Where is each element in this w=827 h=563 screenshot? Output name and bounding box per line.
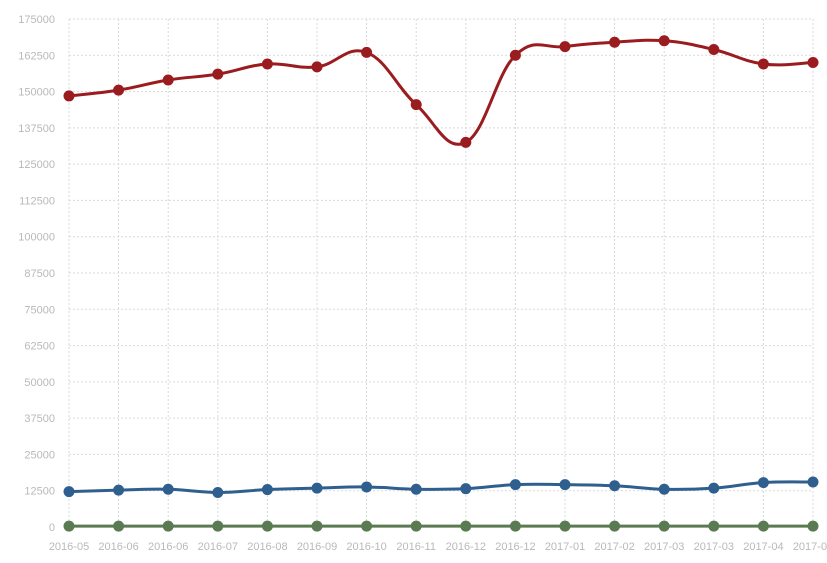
data-point[interactable] [509, 49, 521, 61]
data-point[interactable] [113, 484, 125, 496]
data-point[interactable] [311, 482, 323, 494]
x-tick-label: 2017-04 [793, 541, 827, 553]
data-point[interactable] [708, 520, 720, 532]
data-point[interactable] [609, 520, 621, 532]
series-line [67, 38, 815, 146]
y-tick-label: 150000 [18, 87, 55, 99]
data-point[interactable] [460, 136, 472, 148]
y-tick-label: 162500 [18, 50, 55, 62]
series-3 [63, 520, 819, 532]
x-tick-label: 2017-02 [594, 541, 634, 553]
data-point[interactable] [113, 84, 125, 96]
x-tick-label: 2017-03 [644, 541, 684, 553]
y-tick-label: 100000 [18, 232, 55, 244]
data-point[interactable] [658, 483, 670, 495]
data-point[interactable] [757, 58, 769, 70]
data-point[interactable] [361, 46, 373, 58]
x-tick-label: 2016-08 [247, 541, 287, 553]
data-point[interactable] [658, 520, 670, 532]
data-point[interactable] [63, 90, 75, 102]
data-point[interactable] [361, 481, 373, 493]
data-point[interactable] [212, 68, 224, 80]
data-point[interactable] [559, 479, 571, 491]
data-point[interactable] [807, 476, 819, 488]
y-tick-label: 75000 [24, 304, 55, 316]
x-tick-label: 2016-05 [49, 541, 89, 553]
data-point[interactable] [509, 479, 521, 491]
y-tick-label: 175000 [18, 14, 55, 26]
data-point[interactable] [212, 486, 224, 498]
data-point[interactable] [261, 58, 273, 70]
data-point[interactable] [509, 520, 521, 532]
data-point[interactable] [708, 482, 720, 494]
series-1 [63, 35, 819, 148]
x-tick-label: 2016-09 [297, 541, 337, 553]
x-tick-label: 2016-07 [198, 541, 238, 553]
y-tick-label: 112500 [19, 195, 55, 207]
x-tick-label: 2016-11 [396, 541, 436, 553]
y-tick-label: 87500 [24, 268, 55, 280]
data-point[interactable] [63, 520, 75, 532]
y-tick-label: 0 [49, 522, 55, 534]
data-point[interactable] [410, 483, 422, 495]
x-tick-label: 2017-03 [694, 541, 734, 553]
data-point[interactable] [658, 35, 670, 47]
data-point[interactable] [311, 61, 323, 73]
x-axis-tick-labels: 2016-05 2016-06 2016-06 2016-07 2016-08 2016-… [49, 541, 827, 553]
y-tick-label: 37500 [24, 413, 55, 425]
data-point[interactable] [609, 480, 621, 492]
data-point[interactable] [559, 520, 571, 532]
data-point[interactable] [162, 74, 174, 86]
x-tick-label: 2017-04 [743, 541, 783, 553]
x-gridlines [68, 19, 814, 527]
data-point[interactable] [609, 36, 621, 48]
y-tick-label: 12500 [24, 486, 55, 498]
x-tick-label: 2016-12 [495, 541, 535, 553]
data-point[interactable] [261, 484, 273, 496]
series-group [63, 35, 819, 532]
data-point[interactable] [311, 520, 323, 532]
y-tick-label: 50000 [24, 377, 55, 389]
x-tick-label: 2016-06 [148, 541, 188, 553]
series-line [67, 480, 815, 494]
data-point[interactable] [63, 486, 75, 498]
data-point[interactable] [559, 41, 571, 53]
data-point[interactable] [757, 520, 769, 532]
data-point[interactable] [162, 520, 174, 532]
data-point[interactable] [807, 520, 819, 532]
data-point[interactable] [261, 520, 273, 532]
x-tick-label: 2016-06 [98, 541, 138, 553]
data-point[interactable] [757, 477, 769, 489]
y-gridlines [69, 18, 813, 528]
data-point[interactable] [113, 520, 125, 532]
y-tick-label: 137500 [18, 123, 55, 135]
data-point[interactable] [410, 99, 422, 111]
series-2 [63, 476, 819, 498]
y-tick-label: 25000 [24, 449, 55, 461]
data-point[interactable] [460, 483, 472, 495]
x-tick-label: 2017-01 [545, 541, 585, 553]
data-point[interactable] [212, 520, 224, 532]
data-point[interactable] [162, 483, 174, 495]
data-point[interactable] [708, 43, 720, 55]
data-point[interactable] [460, 520, 472, 532]
x-tick-label: 2016-10 [346, 541, 386, 553]
y-tick-label: 62500 [24, 341, 55, 353]
y-axis-tick-labels: 0 12500 25000 37500 50000 62500 75000 87500 1000… [18, 14, 55, 534]
y-tick-label: 125000 [18, 159, 55, 171]
x-tick-label: 2016-12 [446, 541, 486, 553]
data-point[interactable] [361, 520, 373, 532]
data-point[interactable] [807, 57, 819, 69]
data-point[interactable] [410, 520, 422, 532]
